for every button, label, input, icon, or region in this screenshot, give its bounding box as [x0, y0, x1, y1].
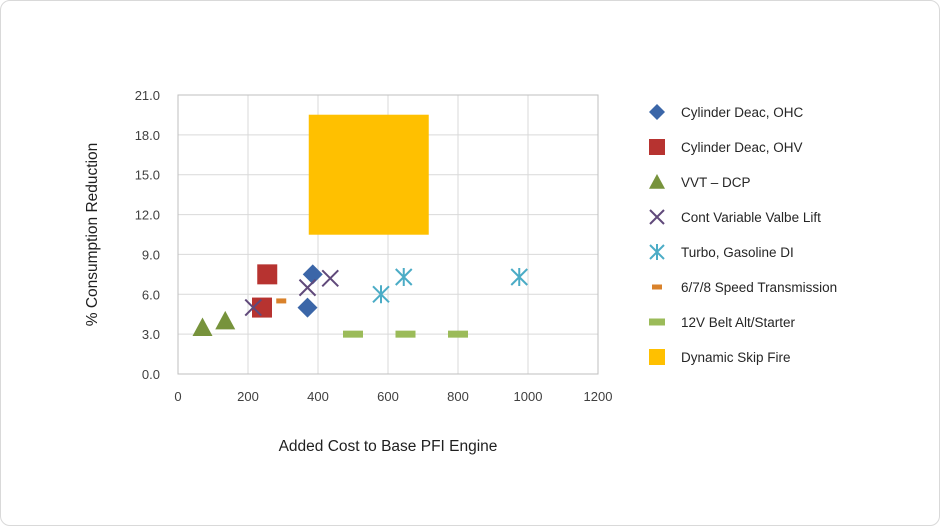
legend-marker-star: [649, 244, 665, 260]
legend-label: VVT – DCP: [681, 175, 751, 190]
x-axis-title: Added Cost to Base PFI Engine: [279, 438, 498, 455]
x-tick-label: 600: [377, 389, 399, 404]
y-tick-label: 21.0: [135, 88, 160, 103]
data-point-dash: [276, 298, 287, 304]
legend-label: Dynamic Skip Fire: [681, 350, 791, 365]
data-point-square: [252, 297, 272, 318]
data-point-x: [321, 269, 339, 288]
data-point-bar: [395, 330, 416, 338]
x-tick-label: 1200: [584, 389, 613, 404]
legend-marker-x: [649, 209, 665, 225]
y-tick-label: 6.0: [142, 287, 160, 302]
data-point-triangle: [192, 317, 213, 336]
data-point-star: [395, 268, 413, 287]
data-point-star: [510, 268, 528, 287]
data-point-bar: [448, 330, 468, 338]
legend-label: Cont Variable Valbe Lift: [681, 210, 821, 225]
legend-marker-dash: [652, 284, 662, 290]
legend-label: Turbo, Gasoline DI: [681, 245, 794, 260]
data-points: [192, 114, 528, 338]
y-tick-label: 3.0: [142, 327, 160, 342]
legend-marker-square: [649, 139, 665, 155]
legend-label: 12V Belt Alt/Starter: [681, 315, 796, 330]
x-tick-label: 200: [237, 389, 259, 404]
x-tick-label: 1000: [514, 389, 543, 404]
plot-area: [177, 94, 599, 375]
legend-marker-diamond: [649, 104, 665, 120]
y-tick-label: 0.0: [142, 367, 160, 382]
data-point-diamond: [297, 297, 318, 318]
x-tick-label: 800: [447, 389, 469, 404]
legend-marker-big-square: [649, 349, 665, 365]
y-tick-label: 18.0: [135, 128, 160, 143]
data-point-big-square: [308, 114, 429, 235]
y-axis-ticks: 0.0 3.0 6.0 9.0 12.0 15.0 18.0 21.0: [135, 88, 160, 382]
legend: Cylinder Deac, OHC Cylinder Deac, OHV VVT …: [649, 104, 837, 365]
data-point-square: [257, 264, 278, 285]
data-point-diamond: [302, 264, 323, 285]
data-point-bar: [343, 330, 363, 338]
legend-label: 6/7/8 Speed Transmission: [681, 280, 837, 295]
legend-marker-triangle: [649, 174, 665, 189]
data-point-triangle: [215, 310, 236, 330]
data-point-x: [244, 298, 262, 317]
legend-marker-bar: [649, 318, 665, 326]
y-tick-label: 12.0: [135, 208, 160, 223]
y-tick-label: 15.0: [135, 168, 160, 183]
y-axis-title: % Consumption Reduction: [84, 143, 101, 327]
x-tick-label: 400: [307, 389, 329, 404]
data-point-x: [298, 278, 317, 297]
legend-label: Cylinder Deac, OHC: [681, 105, 804, 120]
data-point-star: [372, 285, 390, 304]
y-tick-label: 9.0: [142, 247, 160, 262]
legend-label: Cylinder Deac, OHV: [681, 140, 803, 155]
x-axis-ticks: 0 200 400 600 800 1000 1200: [174, 389, 612, 404]
x-tick-label: 0: [174, 389, 181, 404]
